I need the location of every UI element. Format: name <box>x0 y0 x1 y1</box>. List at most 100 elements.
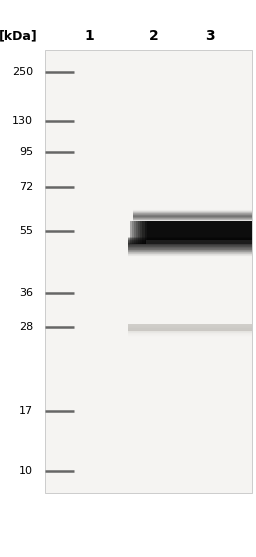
Bar <box>128 242 252 250</box>
Bar <box>176 221 178 244</box>
Bar <box>128 249 252 256</box>
Bar <box>128 330 252 336</box>
Bar <box>128 326 252 333</box>
Text: 72: 72 <box>19 182 33 192</box>
Bar <box>190 221 192 244</box>
Bar <box>145 221 147 244</box>
Bar <box>180 221 182 244</box>
Text: 10: 10 <box>19 466 33 476</box>
Bar <box>133 210 252 214</box>
Bar <box>233 221 236 244</box>
Bar <box>128 237 252 244</box>
Bar <box>223 221 225 244</box>
Bar <box>128 244 252 251</box>
Bar <box>133 212 252 217</box>
Bar <box>128 329 252 335</box>
Bar <box>250 221 252 244</box>
Bar <box>133 209 252 214</box>
Bar <box>146 241 252 244</box>
Bar <box>157 221 159 244</box>
Bar <box>213 221 215 244</box>
Text: 95: 95 <box>19 146 33 157</box>
Bar <box>133 212 252 217</box>
Bar <box>128 247 252 254</box>
Text: 17: 17 <box>19 406 33 416</box>
Bar <box>133 213 252 218</box>
Bar <box>128 238 252 245</box>
Bar <box>236 221 238 244</box>
Bar <box>128 325 252 332</box>
Bar <box>159 221 161 244</box>
Bar <box>186 221 188 244</box>
Bar <box>128 329 252 336</box>
Text: 130: 130 <box>12 116 33 126</box>
Text: 28: 28 <box>19 322 33 332</box>
Bar <box>196 221 198 244</box>
Bar <box>133 214 252 219</box>
Bar <box>143 221 145 244</box>
Bar <box>227 221 229 244</box>
Bar <box>161 221 163 244</box>
Bar <box>238 221 240 244</box>
Bar <box>188 221 190 244</box>
Bar <box>133 212 252 217</box>
Bar <box>133 213 252 218</box>
Bar <box>128 326 252 333</box>
Text: 1: 1 <box>85 29 94 43</box>
Bar <box>248 221 250 244</box>
Bar <box>128 241 252 247</box>
Bar <box>133 215 252 219</box>
Bar <box>167 221 169 244</box>
Bar <box>128 245 252 252</box>
Bar <box>229 221 231 244</box>
Bar <box>138 221 140 244</box>
Bar <box>202 221 205 244</box>
Bar <box>169 221 172 244</box>
Bar <box>231 221 233 244</box>
Bar <box>136 221 138 244</box>
Bar <box>132 221 134 244</box>
Bar <box>128 245 252 252</box>
Text: 3: 3 <box>205 29 215 43</box>
Bar <box>130 221 132 244</box>
Bar <box>133 211 252 216</box>
Bar <box>128 250 252 256</box>
Bar <box>172 221 174 244</box>
Bar <box>242 221 244 244</box>
Bar <box>128 324 252 331</box>
Bar <box>133 211 252 216</box>
Bar <box>205 221 207 244</box>
Bar <box>133 216 252 220</box>
Bar <box>244 221 246 244</box>
Bar <box>140 221 143 244</box>
Bar <box>178 221 180 244</box>
Text: [kDa]: [kDa] <box>0 30 37 43</box>
Bar <box>128 246 252 253</box>
Bar <box>133 213 252 217</box>
Bar <box>128 238 252 245</box>
Bar <box>128 250 252 257</box>
Bar <box>219 221 221 244</box>
Bar <box>215 221 217 244</box>
Bar <box>163 221 165 244</box>
Bar <box>128 247 252 255</box>
Bar <box>128 221 130 244</box>
Bar <box>209 221 211 244</box>
Bar <box>128 248 252 255</box>
Bar <box>128 242 252 249</box>
Bar <box>240 221 242 244</box>
Bar <box>133 216 252 221</box>
Bar <box>194 221 196 244</box>
Bar <box>198 221 200 244</box>
Bar <box>246 221 248 244</box>
Bar <box>184 221 186 244</box>
Bar <box>155 221 157 244</box>
Text: 55: 55 <box>19 226 33 236</box>
Bar <box>128 239 252 246</box>
Bar <box>149 221 151 244</box>
Bar <box>221 221 223 244</box>
Bar <box>128 241 252 248</box>
Bar <box>207 221 209 244</box>
Bar <box>153 221 155 244</box>
Bar <box>200 221 202 244</box>
